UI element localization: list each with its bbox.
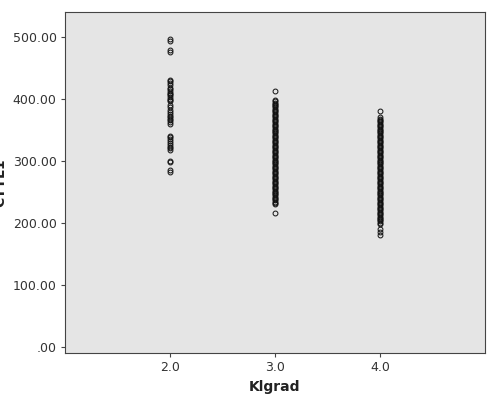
Y-axis label: CYTL1: CYTL1 [0,158,7,207]
X-axis label: Klgrad: Klgrad [249,380,301,394]
